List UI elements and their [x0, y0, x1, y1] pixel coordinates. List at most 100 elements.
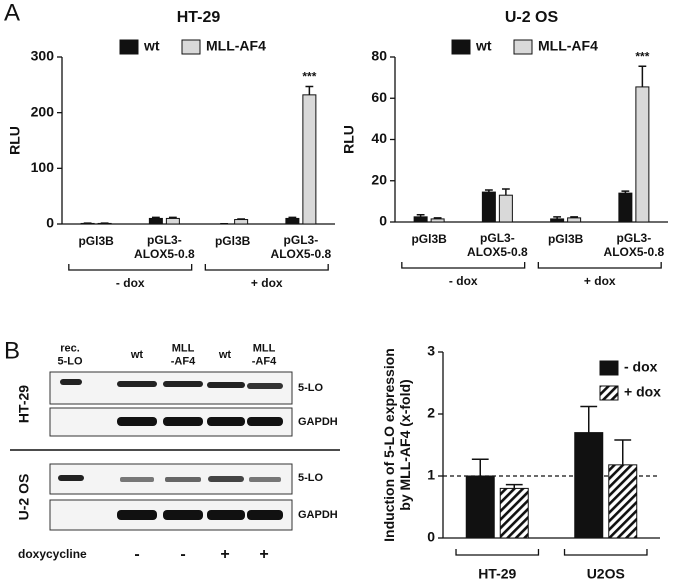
band-label: 5-LO: [298, 382, 324, 394]
group-label: + dox: [251, 276, 283, 290]
bar: [635, 86, 650, 223]
error-bar: [505, 483, 523, 489]
error-bar: [570, 216, 579, 218]
x-tick-label: pGl3B: [78, 234, 114, 248]
x-tick-label: pGl3B: [411, 232, 447, 246]
blot-band: [117, 417, 157, 426]
bar: [499, 487, 529, 539]
bar: [618, 192, 633, 223]
blot-band: [247, 383, 283, 389]
group-label: - dox: [449, 274, 478, 288]
error-bar: [621, 190, 630, 194]
error-bar: [614, 439, 632, 465]
x-tick-label: pGl3B: [215, 234, 251, 248]
treatment-sign: -: [134, 546, 139, 563]
y-tick-label: 40: [371, 130, 387, 146]
y-tick-label: 80: [371, 48, 387, 64]
bar: [430, 218, 445, 223]
error-bar: [484, 189, 493, 193]
y-tick-label: 1: [427, 467, 435, 483]
bar: [413, 216, 428, 223]
cell-line-label: U-2 OS: [16, 474, 32, 521]
bar: [608, 464, 638, 539]
y-tick-label: 3: [427, 343, 435, 359]
y-axis-label: RLU: [7, 126, 23, 155]
blot-band: [249, 477, 281, 482]
error-bar: [501, 188, 510, 196]
error-bar: [288, 216, 297, 219]
legend-swatch: [119, 39, 139, 55]
panel-label: A: [4, 0, 20, 26]
error-bar: [471, 458, 489, 476]
y-tick-label: 20: [371, 171, 387, 187]
bar: [148, 217, 163, 225]
panel-label: B: [4, 337, 20, 364]
blot-band: [120, 477, 154, 482]
error-bar: [237, 218, 246, 220]
error-bar: [151, 216, 160, 219]
group-label: - dox: [116, 276, 145, 290]
group-label: + dox: [584, 274, 616, 288]
legend-label: - dox: [624, 359, 658, 375]
bar: [302, 94, 317, 225]
blot-band: [208, 476, 244, 482]
blot-band: [207, 382, 245, 388]
cell-line-label: HT-29: [16, 385, 32, 423]
bar: [165, 217, 180, 225]
y-axis-label: RLU: [341, 125, 357, 154]
y-tick-label: 2: [427, 405, 435, 421]
bracket: [68, 264, 193, 271]
x-tick-label: HT-29: [478, 566, 516, 582]
bar: [465, 475, 495, 539]
blot-band: [247, 417, 283, 426]
legend-label: + dox: [624, 384, 661, 400]
treatment-sign: +: [259, 546, 268, 563]
legend-swatch: [599, 360, 619, 376]
lane-label: MLL -AF4: [252, 342, 277, 367]
y-tick-label: 0: [46, 215, 54, 231]
error-bar: [433, 217, 442, 219]
blot-band: [163, 381, 203, 387]
chart-title: U-2 OS: [505, 9, 559, 26]
blot-band: [163, 417, 203, 426]
legend-label: MLL-AF4: [206, 38, 266, 54]
blot-band: [207, 510, 245, 520]
x-tick-label: pGL3-ALOX5-0.8: [467, 231, 528, 259]
bracket: [455, 549, 540, 556]
lane-label: wt: [218, 349, 232, 361]
lane-label: wt: [130, 349, 144, 361]
x-tick-label: pGL3-ALOX5-0.8: [604, 231, 665, 259]
y-tick-label: 200: [31, 103, 55, 119]
y-tick-label: 0: [379, 213, 387, 229]
error-bar: [416, 214, 425, 217]
band-label: GAPDH: [298, 509, 338, 521]
treatment-sign: +: [220, 546, 229, 563]
error-bar: [580, 405, 598, 433]
y-tick-label: 60: [371, 89, 387, 105]
x-tick-label: U2OS: [587, 566, 625, 582]
bracket: [204, 264, 329, 271]
error-bar: [168, 216, 177, 219]
lane-label: MLL -AF4: [171, 342, 196, 367]
treatment-sign: -: [180, 546, 185, 563]
legend-label: wt: [143, 38, 160, 54]
chart-title: HT-29: [177, 9, 221, 26]
y-tick-label: 100: [31, 159, 55, 175]
lane-label: rec. 5-LO: [57, 342, 83, 367]
error-bar: [638, 65, 647, 87]
legend-swatch: [181, 39, 201, 55]
blot-band: [60, 379, 82, 385]
blot-band: [247, 510, 283, 520]
x-tick-label: pGL3-ALOX5-0.8: [271, 233, 332, 261]
y-axis-label: Induction of 5-LO expressionby MLL-AF4 (…: [381, 348, 413, 542]
legend-label: MLL-AF4: [538, 38, 598, 54]
annotation: ***: [302, 70, 316, 84]
blot-band: [58, 475, 84, 481]
x-tick-label: pGl3B: [548, 232, 584, 246]
blot-band: [117, 381, 157, 387]
bar: [550, 218, 565, 223]
annotation: ***: [635, 49, 649, 63]
bar: [567, 217, 582, 223]
blot-band: [163, 510, 203, 520]
